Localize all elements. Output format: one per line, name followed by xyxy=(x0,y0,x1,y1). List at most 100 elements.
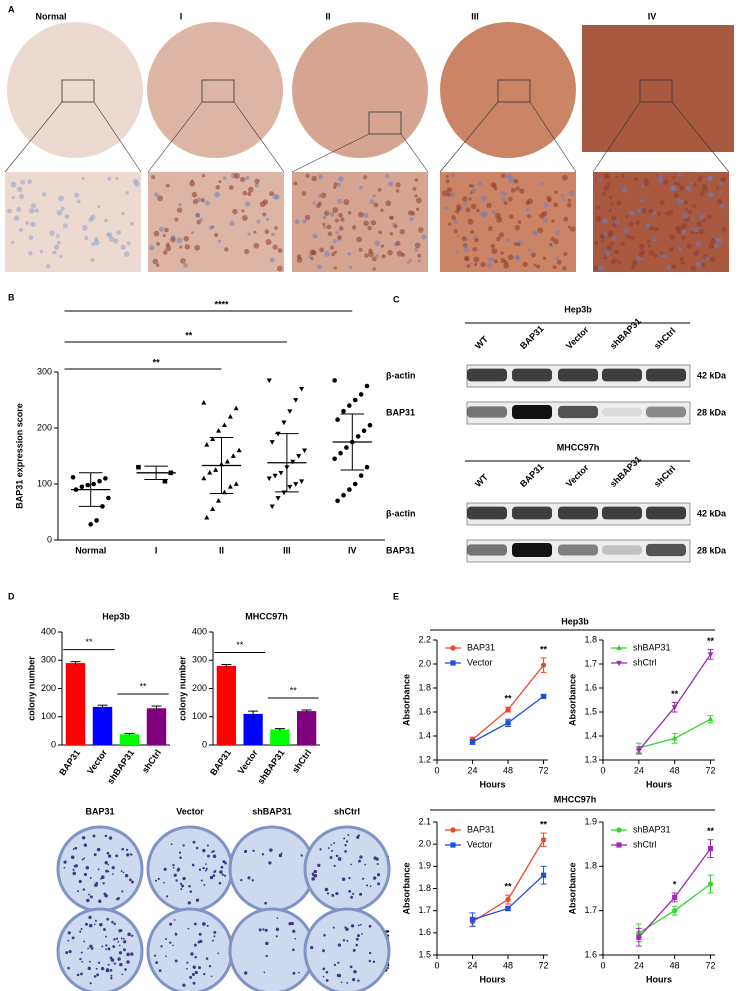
cell xyxy=(720,176,726,183)
cell xyxy=(322,225,327,229)
colony xyxy=(82,888,85,891)
colony xyxy=(264,928,268,932)
colony xyxy=(351,978,356,982)
cell xyxy=(522,261,528,268)
colony xyxy=(163,881,165,884)
cell xyxy=(480,261,486,268)
cell xyxy=(385,200,392,207)
marker xyxy=(236,447,242,453)
y-tick-label: 0 xyxy=(47,534,52,544)
cell xyxy=(399,228,406,235)
cell xyxy=(526,214,532,219)
legend-label: shCtrl xyxy=(633,657,657,667)
y-tick-label: 1.6 xyxy=(418,706,431,716)
colony xyxy=(195,898,200,902)
cell xyxy=(450,172,456,178)
marker xyxy=(672,908,678,914)
cell xyxy=(480,211,487,217)
colony xyxy=(341,877,346,881)
cell xyxy=(414,242,421,249)
colony xyxy=(252,849,255,852)
marker xyxy=(221,422,227,428)
marker xyxy=(450,660,456,666)
cell xyxy=(274,225,278,230)
cell xyxy=(467,218,474,225)
cell xyxy=(421,234,427,240)
cell xyxy=(336,198,343,205)
colony xyxy=(366,884,369,887)
legend-label: Vector xyxy=(467,657,493,667)
plate-column: shBAP31 xyxy=(252,806,292,816)
legend-label: shCtrl xyxy=(633,839,657,849)
cell xyxy=(395,240,401,246)
colony xyxy=(124,968,127,971)
cell xyxy=(561,174,568,181)
cell xyxy=(132,178,139,184)
cell xyxy=(649,225,654,231)
colony xyxy=(337,943,342,947)
cell xyxy=(228,185,234,191)
plate xyxy=(228,825,316,913)
cell xyxy=(46,264,51,269)
cell xyxy=(183,235,190,242)
marker xyxy=(367,422,373,428)
cell xyxy=(699,191,705,196)
marker xyxy=(469,739,476,745)
colony xyxy=(118,944,121,947)
cell xyxy=(375,253,379,258)
marker xyxy=(230,453,236,458)
y-tick-label: 1.7 xyxy=(418,905,431,915)
colony xyxy=(337,857,342,861)
marker xyxy=(91,481,96,487)
cell xyxy=(702,218,707,223)
cell xyxy=(471,187,477,194)
blot-band xyxy=(602,368,642,382)
cell xyxy=(519,188,525,194)
cell xyxy=(498,232,505,238)
cell xyxy=(13,215,20,222)
cell xyxy=(340,217,345,222)
cell xyxy=(508,178,514,184)
marker xyxy=(162,478,168,484)
cell xyxy=(474,263,478,267)
colony xyxy=(108,854,112,858)
cell xyxy=(269,257,275,263)
cell xyxy=(104,218,108,223)
plate xyxy=(228,907,316,991)
cell xyxy=(681,235,686,240)
colony xyxy=(106,851,110,855)
colony xyxy=(173,873,177,877)
cell xyxy=(702,183,707,189)
cell xyxy=(491,248,498,255)
cell xyxy=(10,240,15,245)
colony xyxy=(63,866,66,869)
cell xyxy=(554,230,560,236)
colony xyxy=(212,854,217,859)
colony xyxy=(113,922,116,926)
cell xyxy=(490,243,496,249)
colony xyxy=(172,867,175,869)
plate xyxy=(146,907,234,991)
colony xyxy=(335,854,339,858)
colony xyxy=(122,871,125,874)
cell xyxy=(486,262,493,269)
colony xyxy=(329,856,333,859)
y-tick-label: 1.4 xyxy=(584,730,597,740)
cell xyxy=(164,227,169,233)
marker xyxy=(70,474,76,480)
cell xyxy=(659,251,664,256)
cell xyxy=(162,233,166,238)
y-tick-label: 1.6 xyxy=(584,949,597,959)
marker xyxy=(97,478,102,484)
cell xyxy=(265,239,272,245)
cell xyxy=(673,181,677,185)
colony xyxy=(115,854,119,858)
cell xyxy=(631,259,638,266)
colony xyxy=(213,930,217,934)
zoom-box xyxy=(497,79,531,103)
cell xyxy=(658,177,664,183)
colony xyxy=(165,937,168,940)
colony xyxy=(356,835,360,839)
cell xyxy=(470,184,475,188)
colony xyxy=(179,856,182,859)
